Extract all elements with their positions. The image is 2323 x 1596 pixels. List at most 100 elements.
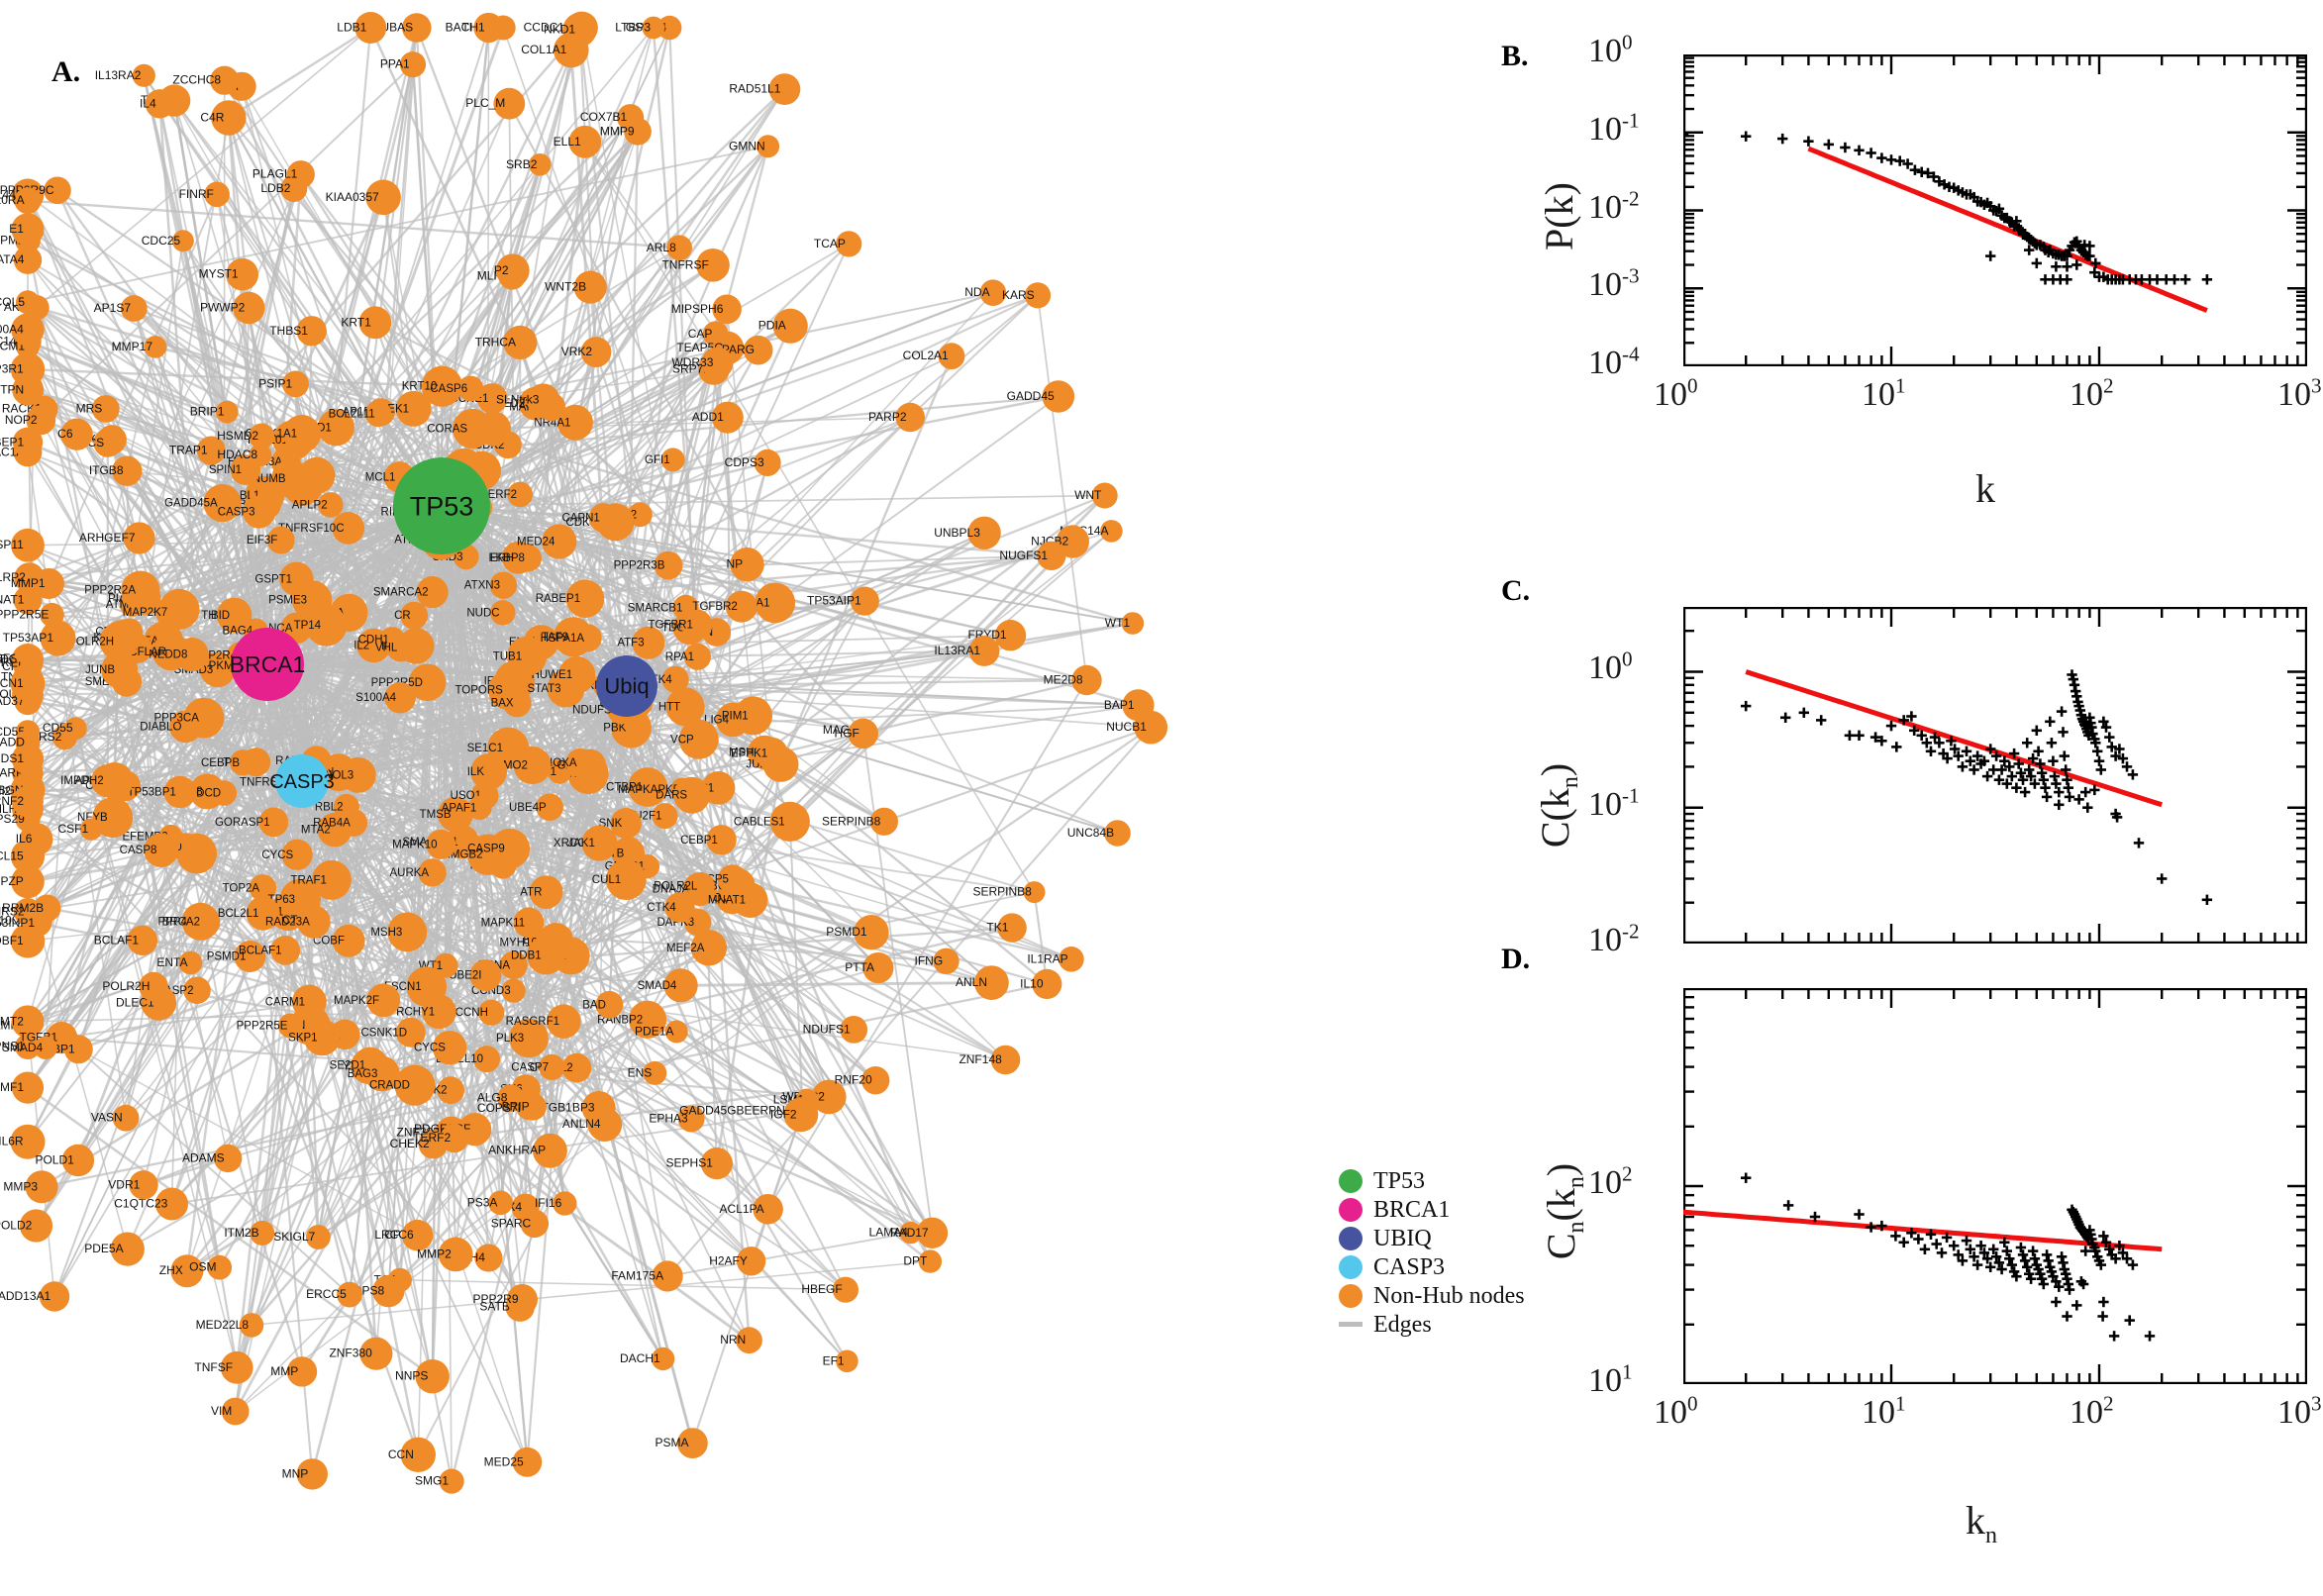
network-node[interactable]: MED25 [484, 1446, 543, 1477]
network-node[interactable]: CDPS3 [725, 449, 781, 476]
network-node[interactable]: CTBP1 [606, 767, 667, 807]
network-node[interactable]: CUL1 [592, 859, 647, 900]
network-node[interactable]: PSIP1 [258, 370, 309, 398]
network-node[interactable]: SMG1 [415, 1468, 464, 1494]
network-node[interactable]: COBF [313, 924, 365, 957]
network-node[interactable]: PDIA [758, 308, 808, 344]
network-node[interactable]: RAD51L1 [729, 73, 801, 105]
network-node[interactable]: BCLAF1 [239, 936, 301, 965]
node-circle[interactable] [610, 808, 642, 840]
network-node[interactable]: IFNG [915, 948, 960, 974]
network-node[interactable]: KRT10 [402, 365, 463, 407]
network-node[interactable]: VIM [211, 1397, 250, 1426]
network-node[interactable]: PPP2R5E [237, 1013, 304, 1039]
node-circle[interactable] [40, 602, 64, 628]
node-circle[interactable] [394, 1064, 436, 1106]
network-node[interactable]: PSME3 [268, 580, 333, 621]
node-circle[interactable] [711, 401, 744, 434]
node-circle[interactable] [155, 1187, 188, 1221]
node-circle[interactable] [507, 481, 533, 508]
node-circle[interactable] [706, 825, 737, 855]
node-circle[interactable] [39, 1281, 70, 1312]
node-circle[interactable] [60, 418, 93, 450]
node-circle[interactable] [489, 828, 531, 869]
node-circle[interactable] [79, 818, 103, 841]
node-circle[interactable] [364, 400, 392, 428]
network-node[interactable]: WT1 [1105, 612, 1145, 635]
node-circle[interactable] [514, 545, 542, 572]
network-node[interactable]: NKD1 [544, 13, 597, 48]
network-node[interactable]: PTTA [845, 952, 894, 984]
network-node[interactable]: CR [394, 601, 429, 630]
network-node[interactable]: TERF2 [481, 481, 533, 508]
node-circle[interactable] [243, 495, 276, 529]
network-node[interactable]: POLR2H [102, 971, 168, 1002]
node-circle[interactable] [207, 1254, 233, 1280]
node-circle[interactable] [239, 1313, 264, 1338]
node-circle[interactable] [271, 459, 310, 498]
network-node[interactable]: PSMD1 [207, 941, 266, 972]
network-node[interactable]: ATR [520, 875, 563, 909]
network-node[interactable]: RASGRF1 [506, 1004, 581, 1039]
network-node[interactable]: FINRF [179, 181, 230, 208]
node-circle[interactable] [660, 448, 685, 472]
node-circle[interactable] [701, 347, 734, 379]
network-node[interactable]: KARS [1002, 282, 1052, 309]
network-node[interactable]: RNF20 [835, 1066, 890, 1095]
network-node[interactable]: C4R [200, 100, 247, 136]
network-node[interactable]: PLK3 [496, 1018, 549, 1058]
node-circle[interactable] [144, 833, 178, 867]
network-node[interactable]: RNF2 [0, 785, 44, 818]
network-node[interactable]: KRT1 [341, 306, 392, 340]
node-circle[interactable] [848, 718, 878, 749]
network-node[interactable]: HUWE1 [532, 656, 596, 694]
network-node[interactable]: VHL [375, 633, 416, 662]
network-node[interactable]: ADD1 [692, 401, 744, 434]
network-node[interactable]: ENTA [156, 950, 203, 975]
network-node[interactable]: CAPN1 [561, 503, 619, 533]
network-node[interactable]: AURKA [389, 858, 447, 887]
network-node[interactable]: ARL8 [647, 235, 692, 261]
node-circle[interactable] [933, 948, 960, 974]
network-node[interactable]: SMAD4 [638, 968, 698, 1003]
node-circle[interactable] [512, 1446, 543, 1477]
network-node[interactable]: S100A4 [0, 313, 45, 347]
network-node[interactable]: TP53AP1 [3, 620, 76, 656]
network-node[interactable]: PLAGL1 [252, 160, 315, 189]
node-circle[interactable] [11, 1005, 45, 1039]
node-circle[interactable] [757, 135, 780, 158]
node-circle[interactable] [63, 717, 87, 741]
node-circle[interactable] [532, 1133, 567, 1168]
network-node[interactable]: CSNK1D [360, 1017, 426, 1047]
network-node[interactable]: PDE5A [84, 1232, 145, 1266]
network-node[interactable]: FAM175A [611, 1260, 683, 1292]
node-circle[interactable] [145, 89, 175, 119]
network-node[interactable]: NOL3 [324, 756, 376, 793]
node-circle[interactable] [470, 753, 507, 790]
node-circle[interactable] [438, 796, 473, 833]
network-node[interactable]: PPP2R2A [84, 570, 160, 610]
node-circle[interactable] [215, 400, 239, 424]
node-circle[interactable] [332, 512, 365, 545]
network-node[interactable]: CABLES1 [734, 801, 810, 843]
node-circle[interactable] [416, 576, 449, 609]
node-circle[interactable] [700, 1147, 734, 1180]
network-node[interactable]: ANLN4 [562, 1107, 623, 1142]
node-circle[interactable] [33, 568, 64, 599]
node-circle[interactable] [628, 1000, 667, 1039]
network-node[interactable]: PPA1 [380, 51, 427, 78]
network-node[interactable]: SKIGL7 [273, 1225, 331, 1249]
node-circle[interactable] [163, 775, 197, 809]
node-circle[interactable] [506, 636, 548, 676]
network-node[interactable]: ENS [628, 1060, 667, 1085]
network-node[interactable]: MAPK10 [392, 829, 456, 859]
node-circle[interactable] [318, 492, 344, 518]
network-node[interactable]: THBS1 [269, 316, 327, 347]
node-circle[interactable] [862, 952, 894, 984]
node-circle[interactable] [281, 839, 313, 870]
node-circle[interactable] [654, 550, 683, 580]
node-circle[interactable] [99, 622, 139, 660]
network-node[interactable]: NUDC [466, 600, 516, 626]
network-node[interactable]: CCN [388, 1437, 436, 1473]
node-circle[interactable] [354, 12, 387, 44]
